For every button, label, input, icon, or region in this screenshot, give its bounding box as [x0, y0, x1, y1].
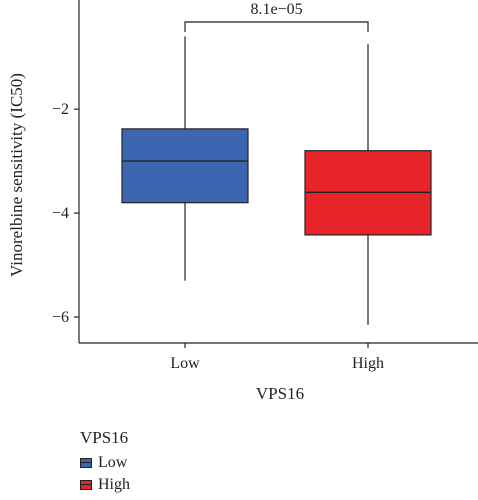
p-value-label: 8.1e−05	[250, 1, 302, 18]
legend-title: VPS16	[80, 428, 129, 447]
legend-label-low: Low	[98, 454, 128, 471]
y-axis-title: Vinorelbine sensitivity (IC50)	[7, 73, 26, 277]
legend-item-high: High	[80, 474, 130, 496]
box-low	[121, 36, 249, 281]
y-tick-label: −2	[52, 101, 69, 118]
box-high	[304, 44, 432, 325]
y-tick-label: −4	[52, 205, 69, 222]
box-iqr	[121, 128, 249, 204]
legend-key-high	[80, 480, 92, 490]
legend-label-high: High	[98, 476, 130, 493]
x-tick-label: High	[352, 355, 384, 372]
legend-item-low: Low	[80, 452, 130, 474]
legend: VPS16 Low High	[80, 428, 130, 496]
x-tick-label: Low	[170, 355, 200, 372]
legend-key-low	[80, 458, 92, 468]
significance-bracket	[184, 21, 369, 32]
x-axis-title: VPS16	[256, 384, 304, 403]
y-tick-label: −6	[52, 309, 69, 326]
